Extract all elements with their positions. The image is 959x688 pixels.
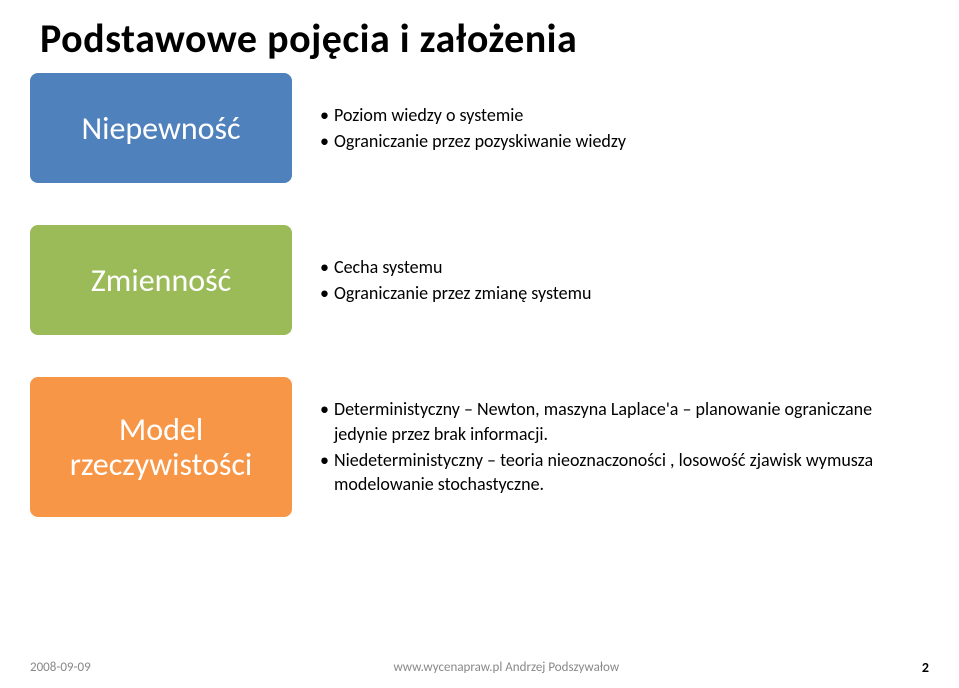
concept-bullets: Poziom wiedzy o systemieOgraniczanie prz… (292, 73, 895, 183)
concept-card: Niepewność (30, 73, 292, 183)
concept-row: Model rzeczywistości Deterministyczny – N… (30, 377, 895, 517)
bullet-item: Cecha systemu (320, 255, 895, 279)
concept-row: ZmiennośćCecha systemuOgraniczanie przez… (30, 225, 895, 335)
footer-page-number: 2 (922, 659, 929, 676)
bullet-item: Ograniczanie przez pozyskiwanie wiedzy (320, 129, 895, 153)
bullet-item: Ograniczanie przez zmianę systemu (320, 281, 895, 305)
bullet-item: Poziom wiedzy o systemie (320, 103, 895, 127)
concept-bullets: Deterministyczny – Newton, maszyna Lapla… (292, 377, 895, 517)
footer-date: 2008-09-09 (30, 660, 91, 675)
concept-card: Model rzeczywistości (30, 377, 292, 517)
concept-card: Zmienność (30, 225, 292, 335)
slide-container: Podstawowe pojęcia i założenia Niepewnoś… (0, 0, 959, 688)
slide-title: Podstawowe pojęcia i założenia (30, 0, 929, 73)
footer-center: www.wycenapraw.pl Andrzej Podszywałow (393, 660, 619, 675)
rows-container: NiepewnośćPoziom wiedzy o systemieOgrani… (30, 73, 929, 517)
slide-footer: 2008-09-09 www.wycenapraw.pl Andrzej Pod… (0, 659, 959, 676)
bullet-item: Deterministyczny – Newton, maszyna Lapla… (320, 397, 895, 446)
bullet-item: Niedeterministyczny – teoria nieoznaczon… (320, 448, 895, 497)
concept-bullets: Cecha systemuOgraniczanie przez zmianę s… (292, 225, 895, 335)
concept-row: NiepewnośćPoziom wiedzy o systemieOgrani… (30, 73, 895, 183)
